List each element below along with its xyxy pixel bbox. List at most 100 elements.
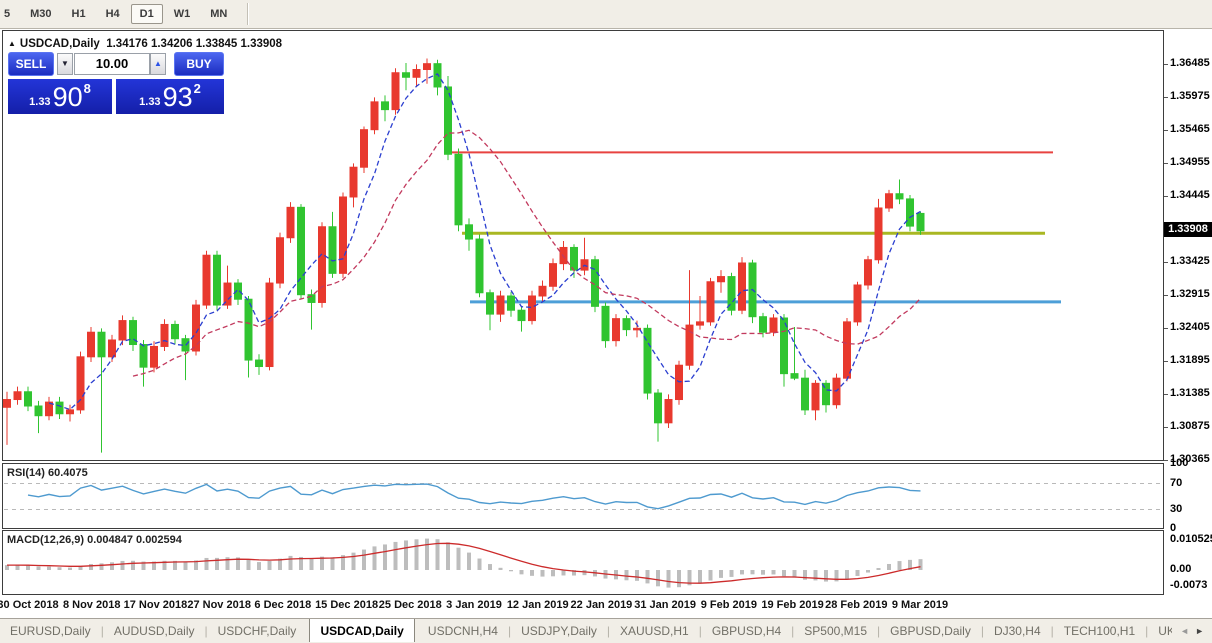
date-axis-label: 30 Oct 2018 bbox=[0, 599, 59, 611]
chart-tab-UKC[interactable]: UKC bbox=[1158, 624, 1173, 638]
price-axis-tick bbox=[1164, 361, 1168, 363]
price-axis-label: 1.33425 bbox=[1170, 255, 1210, 268]
date-axis-label: 15 Dec 2018 bbox=[315, 599, 379, 611]
price-axis-tick bbox=[1164, 427, 1168, 429]
macd-label: MACD(12,26,9) 0.004847 0.002594 bbox=[7, 534, 182, 546]
price-axis-tick bbox=[1164, 460, 1168, 462]
date-axis-label: 9 Feb 2019 bbox=[700, 599, 757, 611]
tab-separator: | bbox=[204, 624, 208, 638]
price-axis-label: 1.31385 bbox=[1170, 387, 1210, 400]
tab-separator: | bbox=[100, 624, 104, 638]
collapse-trade-panel-icon[interactable]: ▲ bbox=[8, 39, 16, 48]
macd-scale-label: 0.010525 bbox=[1170, 533, 1212, 545]
price-axis-label: 1.32405 bbox=[1170, 321, 1210, 334]
date-axis-label: 28 Feb 2019 bbox=[825, 599, 888, 611]
date-axis-label: 12 Jan 2019 bbox=[506, 599, 569, 611]
timeframe-button-MN[interactable]: MN bbox=[210, 8, 228, 20]
tab-separator: | bbox=[980, 624, 984, 638]
tab-separator: | bbox=[877, 624, 881, 638]
date-axis-label: 22 Jan 2019 bbox=[570, 599, 633, 611]
chart-tab-TECH100-H1[interactable]: TECH100,H1 bbox=[1063, 624, 1136, 638]
price-axis-tick bbox=[1164, 328, 1168, 330]
rsi-scale-label: 30 bbox=[1170, 502, 1183, 515]
price-axis-tick bbox=[1164, 196, 1168, 197]
price-axis-tick bbox=[1164, 295, 1168, 297]
volume-increase-button[interactable]: ▲ bbox=[150, 53, 166, 75]
chart-tab-USDCHF-Daily[interactable]: USDCHF,Daily bbox=[217, 624, 297, 638]
tab-separator: | bbox=[698, 624, 702, 638]
timeframe-button-H4[interactable]: H4 bbox=[105, 8, 120, 20]
date-axis-label: 17 Nov 2018 bbox=[123, 599, 188, 611]
price-axis-label: 1.30875 bbox=[1170, 420, 1210, 433]
chart-tab-EURUSD-Daily[interactable]: EURUSD,Daily bbox=[10, 624, 91, 638]
rsi-scale-label: 70 bbox=[1170, 476, 1183, 489]
sell-price-display[interactable]: 1.33 90 8 bbox=[8, 79, 112, 114]
price-axis-label: 1.35465 bbox=[1170, 123, 1210, 135]
price-axis-label: 1.34445 bbox=[1170, 189, 1210, 201]
timeframe-toolbar: 5 M30 H1 H4 D1 W1 MN bbox=[0, 0, 1212, 29]
price-axis-tick bbox=[1164, 262, 1168, 264]
timeframe-button-M30[interactable]: M30 bbox=[30, 8, 52, 20]
price-axis-label: 1.34955 bbox=[1170, 156, 1210, 168]
buy-price-pip: 2 bbox=[193, 81, 201, 96]
sell-price-prefix: 1.33 bbox=[29, 96, 51, 108]
tabs-scroll-right-icon[interactable]: ► bbox=[1195, 626, 1204, 636]
date-axis-label: 3 Jan 2019 bbox=[446, 599, 502, 611]
chart-symbol-period: USDCAD,Daily bbox=[19, 38, 100, 50]
current-price-tag: 1.33908 bbox=[1164, 222, 1212, 237]
timeframe-button-W1[interactable]: W1 bbox=[173, 8, 191, 20]
date-axis[interactable]: 30 Oct 2018 8 Nov 2018 17 Nov 2018 27 Nov 2… bbox=[0, 595, 1164, 618]
chart-tab-USDJPY-Daily[interactable]: USDJPY,Daily bbox=[521, 624, 597, 638]
price-axis[interactable]: 1.36485 1.35975 1.35465 1.34955 1.34445 1.334… bbox=[1164, 30, 1212, 617]
chart-tab-USDCNH-H4[interactable]: USDCNH,H4 bbox=[427, 624, 498, 638]
macd-scale-label: -0.0073 bbox=[1170, 579, 1208, 591]
buy-price-display[interactable]: 1.33 93 2 bbox=[116, 79, 224, 114]
chart-tab-SP500-M15[interactable]: SP500,M15 bbox=[804, 624, 868, 638]
price-axis-label: 1.31895 bbox=[1170, 354, 1210, 367]
price-axis-label: 1.36485 bbox=[1170, 57, 1210, 69]
chart-tab-USDCAD-Daily[interactable]: USDCAD,Daily bbox=[309, 619, 415, 642]
chart-title: ▲ USDCAD,Daily 1.34176 1.34206 1.33845 1.… bbox=[8, 38, 282, 50]
date-axis-label: 31 Jan 2019 bbox=[634, 599, 697, 611]
timeframe-button-H1[interactable]: H1 bbox=[71, 8, 86, 20]
chart-tab-AUDUSD-Daily[interactable]: AUDUSD,Daily bbox=[113, 624, 195, 638]
buy-price-prefix: 1.33 bbox=[139, 96, 161, 108]
tab-separator: | bbox=[507, 624, 512, 638]
rsi-scale-label: 100 bbox=[1170, 457, 1189, 469]
timeframe-button-D1[interactable]: D1 bbox=[130, 4, 163, 24]
sell-price-pip: 8 bbox=[83, 81, 91, 96]
volume-decrease-button[interactable]: ▼ bbox=[57, 53, 73, 75]
chart-tab-DJ30-H4[interactable]: DJ30,H4 bbox=[993, 624, 1041, 638]
chart-ohlc-readout: 1.34176 1.34206 1.33845 1.33908 bbox=[106, 38, 283, 50]
sell-button[interactable]: SELL bbox=[8, 52, 54, 76]
volume-input[interactable]: 10.00 bbox=[74, 53, 150, 75]
price-axis-label: 1.32915 bbox=[1170, 288, 1210, 301]
tab-separator: | bbox=[606, 624, 610, 638]
price-axis-tick bbox=[1164, 163, 1168, 164]
date-axis-label: 6 Dec 2018 bbox=[254, 599, 312, 611]
chart-tab-XAUUSD-H1[interactable]: XAUUSD,H1 bbox=[620, 624, 689, 638]
tab-separator: | bbox=[1050, 624, 1054, 638]
timeframe-button-5[interactable]: 5 bbox=[4, 8, 11, 20]
price-axis-tick bbox=[1164, 97, 1168, 98]
price-axis-label: 1.35975 bbox=[1170, 90, 1210, 102]
buy-button[interactable]: BUY bbox=[174, 52, 224, 76]
macd-scale-label: 0.00 bbox=[1170, 563, 1192, 575]
date-axis-label: 9 Mar 2019 bbox=[891, 599, 949, 611]
rsi-panel[interactable] bbox=[2, 463, 1164, 529]
chart-tab-GBPUSD-H4[interactable]: GBPUSD,H4 bbox=[711, 624, 782, 638]
rsi-label: RSI(14) 60.4075 bbox=[7, 467, 88, 479]
price-axis-tick bbox=[1164, 130, 1168, 131]
price-axis-tick bbox=[1164, 64, 1168, 65]
date-axis-label: 27 Nov 2018 bbox=[187, 599, 251, 611]
tab-separator: | bbox=[1145, 624, 1149, 638]
toolbar-separator bbox=[247, 3, 249, 25]
tabs-scroll-left-icon[interactable]: ◄ bbox=[1180, 626, 1190, 636]
date-axis-label: 8 Nov 2018 bbox=[62, 599, 121, 611]
buy-price-big: 93 bbox=[162, 82, 193, 113]
tab-separator: | bbox=[791, 624, 795, 638]
rsi-scale-label: 0 bbox=[1170, 522, 1177, 534]
chart-tab-bar: EURUSD,Daily | AUDUSD,Daily | USDCHF,Daily | U… bbox=[0, 618, 1212, 643]
chart-tab-GBPUSD-Daily[interactable]: GBPUSD,Daily bbox=[890, 624, 971, 638]
price-axis-tick bbox=[1164, 394, 1168, 396]
